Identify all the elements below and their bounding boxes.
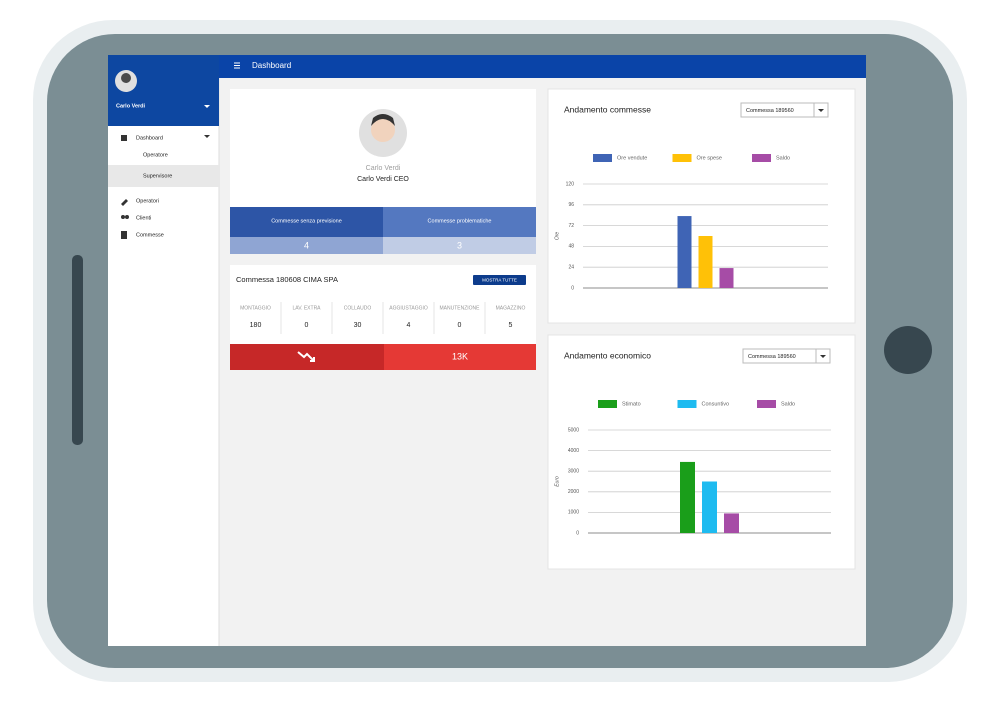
legend-swatch (593, 154, 612, 162)
y-tick-label: 72 (568, 223, 574, 229)
y-tick-label: 5000 (568, 427, 579, 433)
bar (724, 513, 739, 533)
column-label: AGGIUSTAGGIO (389, 305, 428, 311)
total-tile (384, 344, 536, 370)
legend-swatch (672, 154, 692, 162)
menu-caret[interactable] (204, 135, 210, 138)
bar (698, 236, 713, 288)
y-tick-label: 24 (568, 265, 574, 271)
bar (677, 216, 692, 288)
stat-tile[interactable] (383, 207, 536, 237)
menu-active (108, 165, 219, 187)
commessa-total: 13K (452, 351, 468, 361)
column-value: 4 (407, 322, 411, 329)
legend-swatch (677, 400, 697, 408)
y-tick-label: 0 (571, 285, 574, 291)
chart-title: Andamento commesse (564, 104, 651, 114)
dropdown-label[interactable]: Commessa 189560 (748, 354, 796, 360)
dropdown[interactable] (742, 348, 831, 364)
y-tick-label: 96 (568, 202, 574, 208)
user-name[interactable]: Carlo Verdi (116, 103, 146, 109)
stat-value-tile (383, 237, 536, 254)
profile-avatar-hair (371, 114, 395, 126)
y-tick-label: 3000 (568, 469, 579, 475)
column-label: COLLAUDO (344, 305, 372, 311)
dropdown-caret (820, 355, 826, 358)
submenu-item[interactable]: Supervisore (143, 173, 172, 179)
bar (680, 461, 695, 533)
column-label: MONTAGGIO (240, 305, 271, 311)
icon-commesse (121, 231, 127, 239)
page-title: Dashboard (252, 61, 291, 70)
column-value: 0 (305, 322, 309, 329)
stat-tile[interactable] (230, 207, 383, 237)
column-value: 5 (509, 322, 513, 329)
chart-card (547, 334, 856, 570)
menu-item[interactable]: Clienti (136, 215, 151, 221)
y-axis-label: Euro (554, 476, 560, 487)
home-button[interactable] (884, 326, 932, 374)
y-tick-label: 0 (576, 530, 579, 536)
column-value: 180 (250, 322, 262, 329)
dropdown-caret (818, 109, 824, 112)
stat-value-tile (230, 237, 383, 254)
stat-label[interactable]: Commesse senza previsione (271, 218, 342, 224)
sidebar-avatar-face (121, 73, 131, 83)
stat-value: 3 (457, 240, 462, 250)
top-bar (219, 55, 866, 78)
menu-icon[interactable] (234, 62, 240, 69)
legend-label[interactable]: Ore vendute (617, 155, 647, 161)
legend-label[interactable]: Ore spese (697, 155, 722, 161)
icon-clienti (125, 215, 129, 219)
menu-item[interactable]: Operatori (136, 198, 159, 204)
legend-label[interactable]: Saldo (776, 155, 790, 161)
bar (719, 268, 734, 288)
stat-value: 4 (304, 240, 309, 250)
y-axis-label: Ore (554, 232, 560, 241)
profile-avatar-face (371, 118, 395, 142)
legend-label[interactable]: Saldo (781, 401, 795, 407)
profile-role: Carlo Verdi CEO (357, 176, 409, 183)
column-label: MAGAZZINO (496, 305, 526, 311)
chart-title: Andamento economico (564, 350, 651, 360)
column-label: MANUTENZIONE (440, 305, 481, 311)
stat-label[interactable]: Commesse problematiche (428, 218, 492, 224)
commessa-title: Commessa 180608 CIMA SPA (236, 275, 338, 284)
menu-item[interactable]: Commesse (136, 232, 164, 238)
column-label: LAV. EXTRA (292, 305, 321, 311)
y-tick-label: 1000 (568, 510, 579, 516)
dropdown-label[interactable]: Commessa 189560 (746, 108, 794, 114)
icon-clienti (121, 215, 125, 219)
y-tick-label: 4000 (568, 448, 579, 454)
dropdown[interactable] (740, 102, 829, 118)
profile-name: Carlo Verdi (366, 165, 401, 172)
side-button (72, 255, 83, 445)
bar (702, 481, 717, 533)
icon-operatori (121, 199, 128, 206)
sidebar (108, 55, 219, 646)
y-tick-label: 2000 (568, 489, 579, 495)
column-value: 0 (458, 322, 462, 329)
icon-dashboard (121, 135, 127, 141)
menu-item[interactable]: Dashboard (136, 135, 163, 141)
legend-label[interactable]: Consuntivo (702, 401, 730, 407)
y-tick-label: 120 (566, 181, 575, 187)
trend-down-icon (297, 351, 315, 362)
show-all-label[interactable]: MOSTRA TUTTE (482, 278, 517, 283)
user-caret[interactable] (204, 105, 210, 108)
legend-swatch (752, 154, 771, 162)
submenu-item[interactable]: Operatore (143, 152, 168, 158)
legend-label[interactable]: Stimato (622, 401, 641, 407)
column-value: 30 (354, 322, 362, 329)
legend-swatch (757, 400, 776, 408)
trend-tile (230, 344, 384, 370)
legend-swatch (598, 400, 617, 408)
y-tick-label: 48 (568, 244, 574, 250)
show-all-button[interactable] (473, 275, 526, 285)
